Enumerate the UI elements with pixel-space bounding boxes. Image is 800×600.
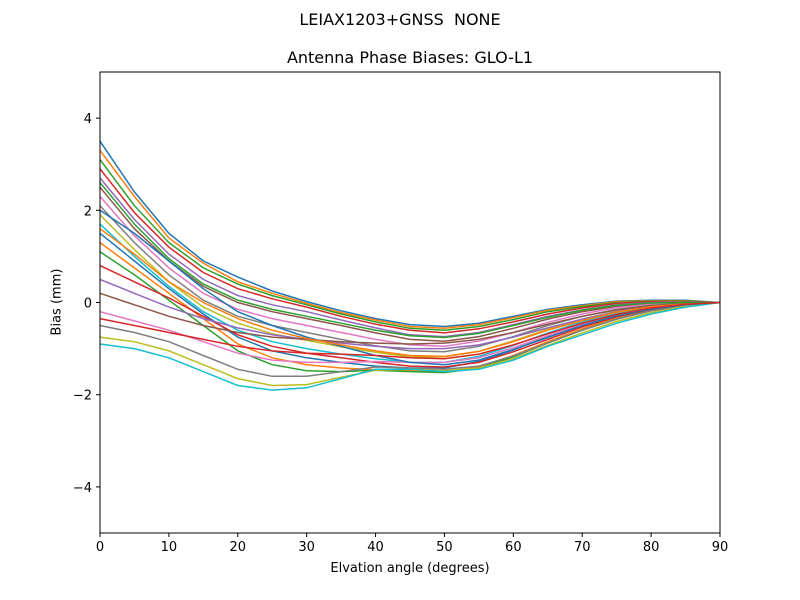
x-tick-label: 70 [574, 540, 591, 555]
y-tick-label: −2 [73, 389, 92, 404]
axis-ticks: 0 10 20 30 40 50 60 70 80 90 −4 −2 0 2 4 [73, 112, 728, 555]
x-tick-label: 30 [298, 540, 315, 555]
series-line [99, 168, 721, 334]
series-line [99, 292, 721, 345]
series-line [99, 301, 721, 360]
x-tick-label: 50 [436, 540, 453, 555]
x-tick-label: 40 [367, 540, 384, 555]
y-tick-label: 0 [84, 297, 92, 312]
chart-title: Antenna Phase Biases: GLO-L1 [286, 48, 534, 67]
series-line [99, 196, 721, 348]
x-tick-label: 20 [230, 540, 247, 555]
series-line [99, 209, 721, 366]
figure-suptitle: LEIAX1203+GNSS NONE [299, 10, 501, 29]
series-line [99, 149, 721, 330]
y-tick-label: 4 [84, 112, 92, 127]
series-line [99, 301, 721, 378]
x-tick-label: 10 [161, 540, 178, 555]
x-tick-label: 60 [505, 540, 522, 555]
series-line [99, 186, 720, 342]
axes-frame [99, 71, 721, 534]
x-tick-label: 90 [712, 540, 729, 555]
x-axis-label: Elvation angle (degrees) [330, 561, 490, 576]
series-line [99, 264, 721, 368]
y-tick-label: 2 [84, 204, 92, 219]
series-line [99, 159, 721, 331]
x-tick-label: 0 [96, 540, 104, 555]
data-lines [99, 140, 721, 391]
series-line [99, 301, 721, 391]
x-tick-label: 80 [643, 540, 660, 555]
series-line [99, 228, 721, 358]
series-line [99, 182, 720, 339]
y-tick-label: −4 [73, 481, 92, 496]
